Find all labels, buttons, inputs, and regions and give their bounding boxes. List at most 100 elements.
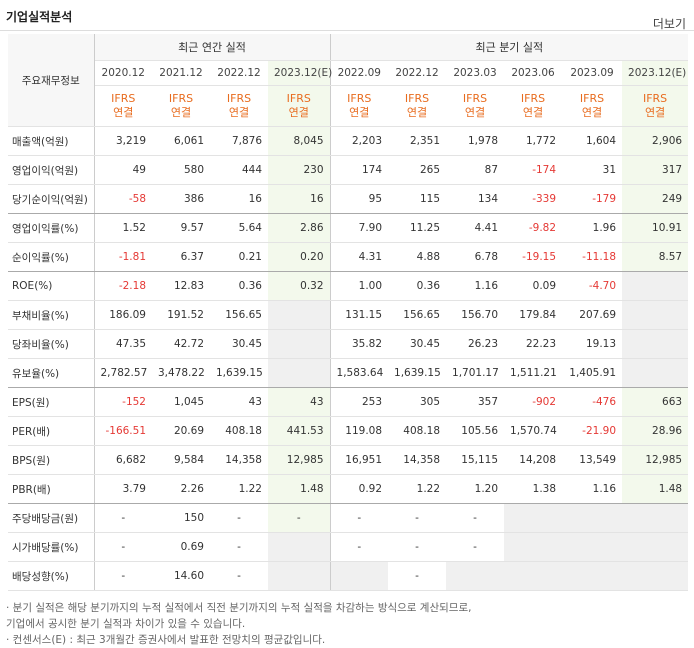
table-row: 배당성향(%) -14.60- - bbox=[8, 561, 689, 591]
table-cell: 1,701.17 bbox=[446, 358, 505, 388]
table-row: PER(배) -166.51 20.69 408.18 441.53 119.08 408.… bbox=[8, 416, 689, 446]
table-cell bbox=[268, 358, 331, 388]
table-cell: 1,978 bbox=[446, 126, 505, 156]
table-cell: 9.57 bbox=[152, 213, 210, 243]
table-cell: 14,208 bbox=[504, 445, 563, 475]
table-cell: -1.81 bbox=[94, 242, 152, 272]
table-row: BPS(원) 6,682 9,584 14,358 12,985 16,951 14,358… bbox=[8, 445, 689, 475]
table-cell: 1,772 bbox=[504, 126, 563, 156]
table-cell: 174 bbox=[330, 155, 389, 185]
table-cell: 26.23 bbox=[446, 329, 505, 359]
quarter-group-header: 최근 분기 실적 bbox=[330, 34, 689, 61]
row-label: BPS(원) bbox=[8, 445, 95, 475]
table-cell: 47.35 bbox=[94, 329, 152, 359]
table-cell: - bbox=[94, 532, 152, 562]
table-cell: 1,405.91 bbox=[562, 358, 623, 388]
table-cell: 0.32 bbox=[268, 271, 331, 301]
period-header: 2023.03 bbox=[446, 60, 505, 86]
table-cell bbox=[268, 561, 331, 591]
table-cell: - bbox=[446, 503, 505, 533]
table-cell: 0.20 bbox=[268, 242, 331, 272]
table-cell: 115 bbox=[388, 184, 447, 214]
more-link[interactable]: 더보기 bbox=[652, 17, 686, 31]
table-cell: 580 bbox=[152, 155, 210, 185]
table-cell: 186.09 bbox=[94, 300, 152, 330]
table-cell: 19.13 bbox=[562, 329, 623, 359]
ifrs-consolidated: 연결 bbox=[349, 106, 370, 119]
table-cell: 2,351 bbox=[388, 126, 447, 156]
table-cell: 12.83 bbox=[152, 271, 210, 301]
table-cell: 30.45 bbox=[388, 329, 447, 359]
ifrs-consolidated: 연결 bbox=[522, 106, 544, 119]
table-cell: 6,682 bbox=[94, 445, 152, 475]
row-label: PER(배) bbox=[8, 416, 95, 446]
footnotes: · 분기 실적은 해당 분기까지의 누적 실적에서 직전 분기까지의 누적 실적… bbox=[6, 600, 471, 648]
table-cell bbox=[622, 561, 689, 591]
table-cell bbox=[330, 561, 389, 591]
row-label: 매출액(억원) bbox=[8, 126, 95, 156]
ifrs-standard: IFRS bbox=[404, 92, 430, 105]
period-header: 2022.12 bbox=[210, 60, 268, 86]
table-cell bbox=[268, 532, 331, 562]
annual-group-header: 최근 연간 실적 bbox=[94, 34, 331, 61]
ifrs-label: IFRS 연결 bbox=[388, 85, 447, 127]
table-cell: 1.20 bbox=[446, 474, 505, 504]
table-cell: 305 bbox=[388, 387, 447, 417]
table-cell: - bbox=[268, 503, 331, 533]
table-cell bbox=[622, 300, 689, 330]
ifrs-label: IFRS 연결 bbox=[268, 85, 331, 127]
ifrs-standard: IFRS bbox=[642, 92, 668, 105]
table-row: EPS(원) -152 1,045 43 43 253 305 357 -902 -476 663 bbox=[8, 387, 689, 417]
table-cell: 4.31 bbox=[330, 242, 389, 272]
ifrs-standard: IFRS bbox=[111, 92, 136, 105]
table-row: 순이익률(%) -1.81 6.37 0.21 0.20 4.31 4.88 6.78 -19.… bbox=[8, 242, 689, 272]
period-header: 2023.06 bbox=[504, 60, 563, 86]
table-cell: -339 bbox=[504, 184, 563, 214]
table-cell: 1.96 bbox=[562, 213, 623, 243]
table-cell: 13,549 bbox=[562, 445, 623, 475]
table-cell: -166.51 bbox=[94, 416, 152, 446]
table-cell bbox=[622, 271, 689, 301]
table-cell: 6.78 bbox=[446, 242, 505, 272]
table-cell: 2.86 bbox=[268, 213, 331, 243]
table-cell: 0.92 bbox=[330, 474, 389, 504]
ifrs-consolidated: 연결 bbox=[113, 106, 134, 119]
table-cell: - bbox=[210, 503, 268, 533]
table-cell: -11.18 bbox=[562, 242, 623, 272]
table-cell bbox=[562, 532, 623, 562]
table-cell: -2.18 bbox=[94, 271, 152, 301]
table-cell: 408.18 bbox=[210, 416, 268, 446]
table-cell bbox=[622, 532, 689, 562]
table-cell: 8.57 bbox=[622, 242, 689, 272]
table-cell: 1.22 bbox=[210, 474, 268, 504]
table-row: 영업이익(억원) 49 580 444 230 174 265 87 -174 31 317 bbox=[8, 155, 689, 185]
table-cell: 7,876 bbox=[210, 126, 268, 156]
table-cell: 1.48 bbox=[622, 474, 689, 504]
table-cell: 14,358 bbox=[388, 445, 447, 475]
ifrs-label: IFRS 연결 bbox=[210, 85, 268, 127]
row-label: 시가배당률(%) bbox=[8, 532, 95, 562]
row-label: ROE(%) bbox=[8, 271, 95, 301]
title-divider bbox=[0, 30, 694, 31]
row-label: 유보율(%) bbox=[8, 358, 95, 388]
table-cell: 42.72 bbox=[152, 329, 210, 359]
table-cell: 0.36 bbox=[210, 271, 268, 301]
table-cell bbox=[622, 358, 689, 388]
table-cell: 1.16 bbox=[562, 474, 623, 504]
ifrs-label: IFRS 연결 bbox=[562, 85, 623, 127]
table-cell: 1,511.21 bbox=[504, 358, 563, 388]
period-header: 2023.12(E) bbox=[622, 60, 689, 86]
table-row: 당좌비율(%) 47.35 42.72 30.45 35.82 30.45 26.23 22.… bbox=[8, 329, 689, 359]
table-cell: 95 bbox=[330, 184, 389, 214]
table-cell: 1.38 bbox=[504, 474, 563, 504]
table-cell: 31 bbox=[562, 155, 623, 185]
row-label: 순이익률(%) bbox=[8, 242, 95, 272]
table-row: 매출액(억원) 3,219 6,061 7,876 8,045 2,203 2,351 1,9… bbox=[8, 126, 689, 156]
table-cell: 15,115 bbox=[446, 445, 505, 475]
ifrs-consolidated: 연결 bbox=[581, 106, 603, 119]
table-cell: 156.65 bbox=[388, 300, 447, 330]
table-row: PBR(배) 3.79 2.26 1.22 1.48 0.92 1.22 1.20 1.38 1.… bbox=[8, 474, 689, 504]
table-cell bbox=[622, 329, 689, 359]
table-cell: 35.82 bbox=[330, 329, 389, 359]
table-cell: -902 bbox=[504, 387, 563, 417]
